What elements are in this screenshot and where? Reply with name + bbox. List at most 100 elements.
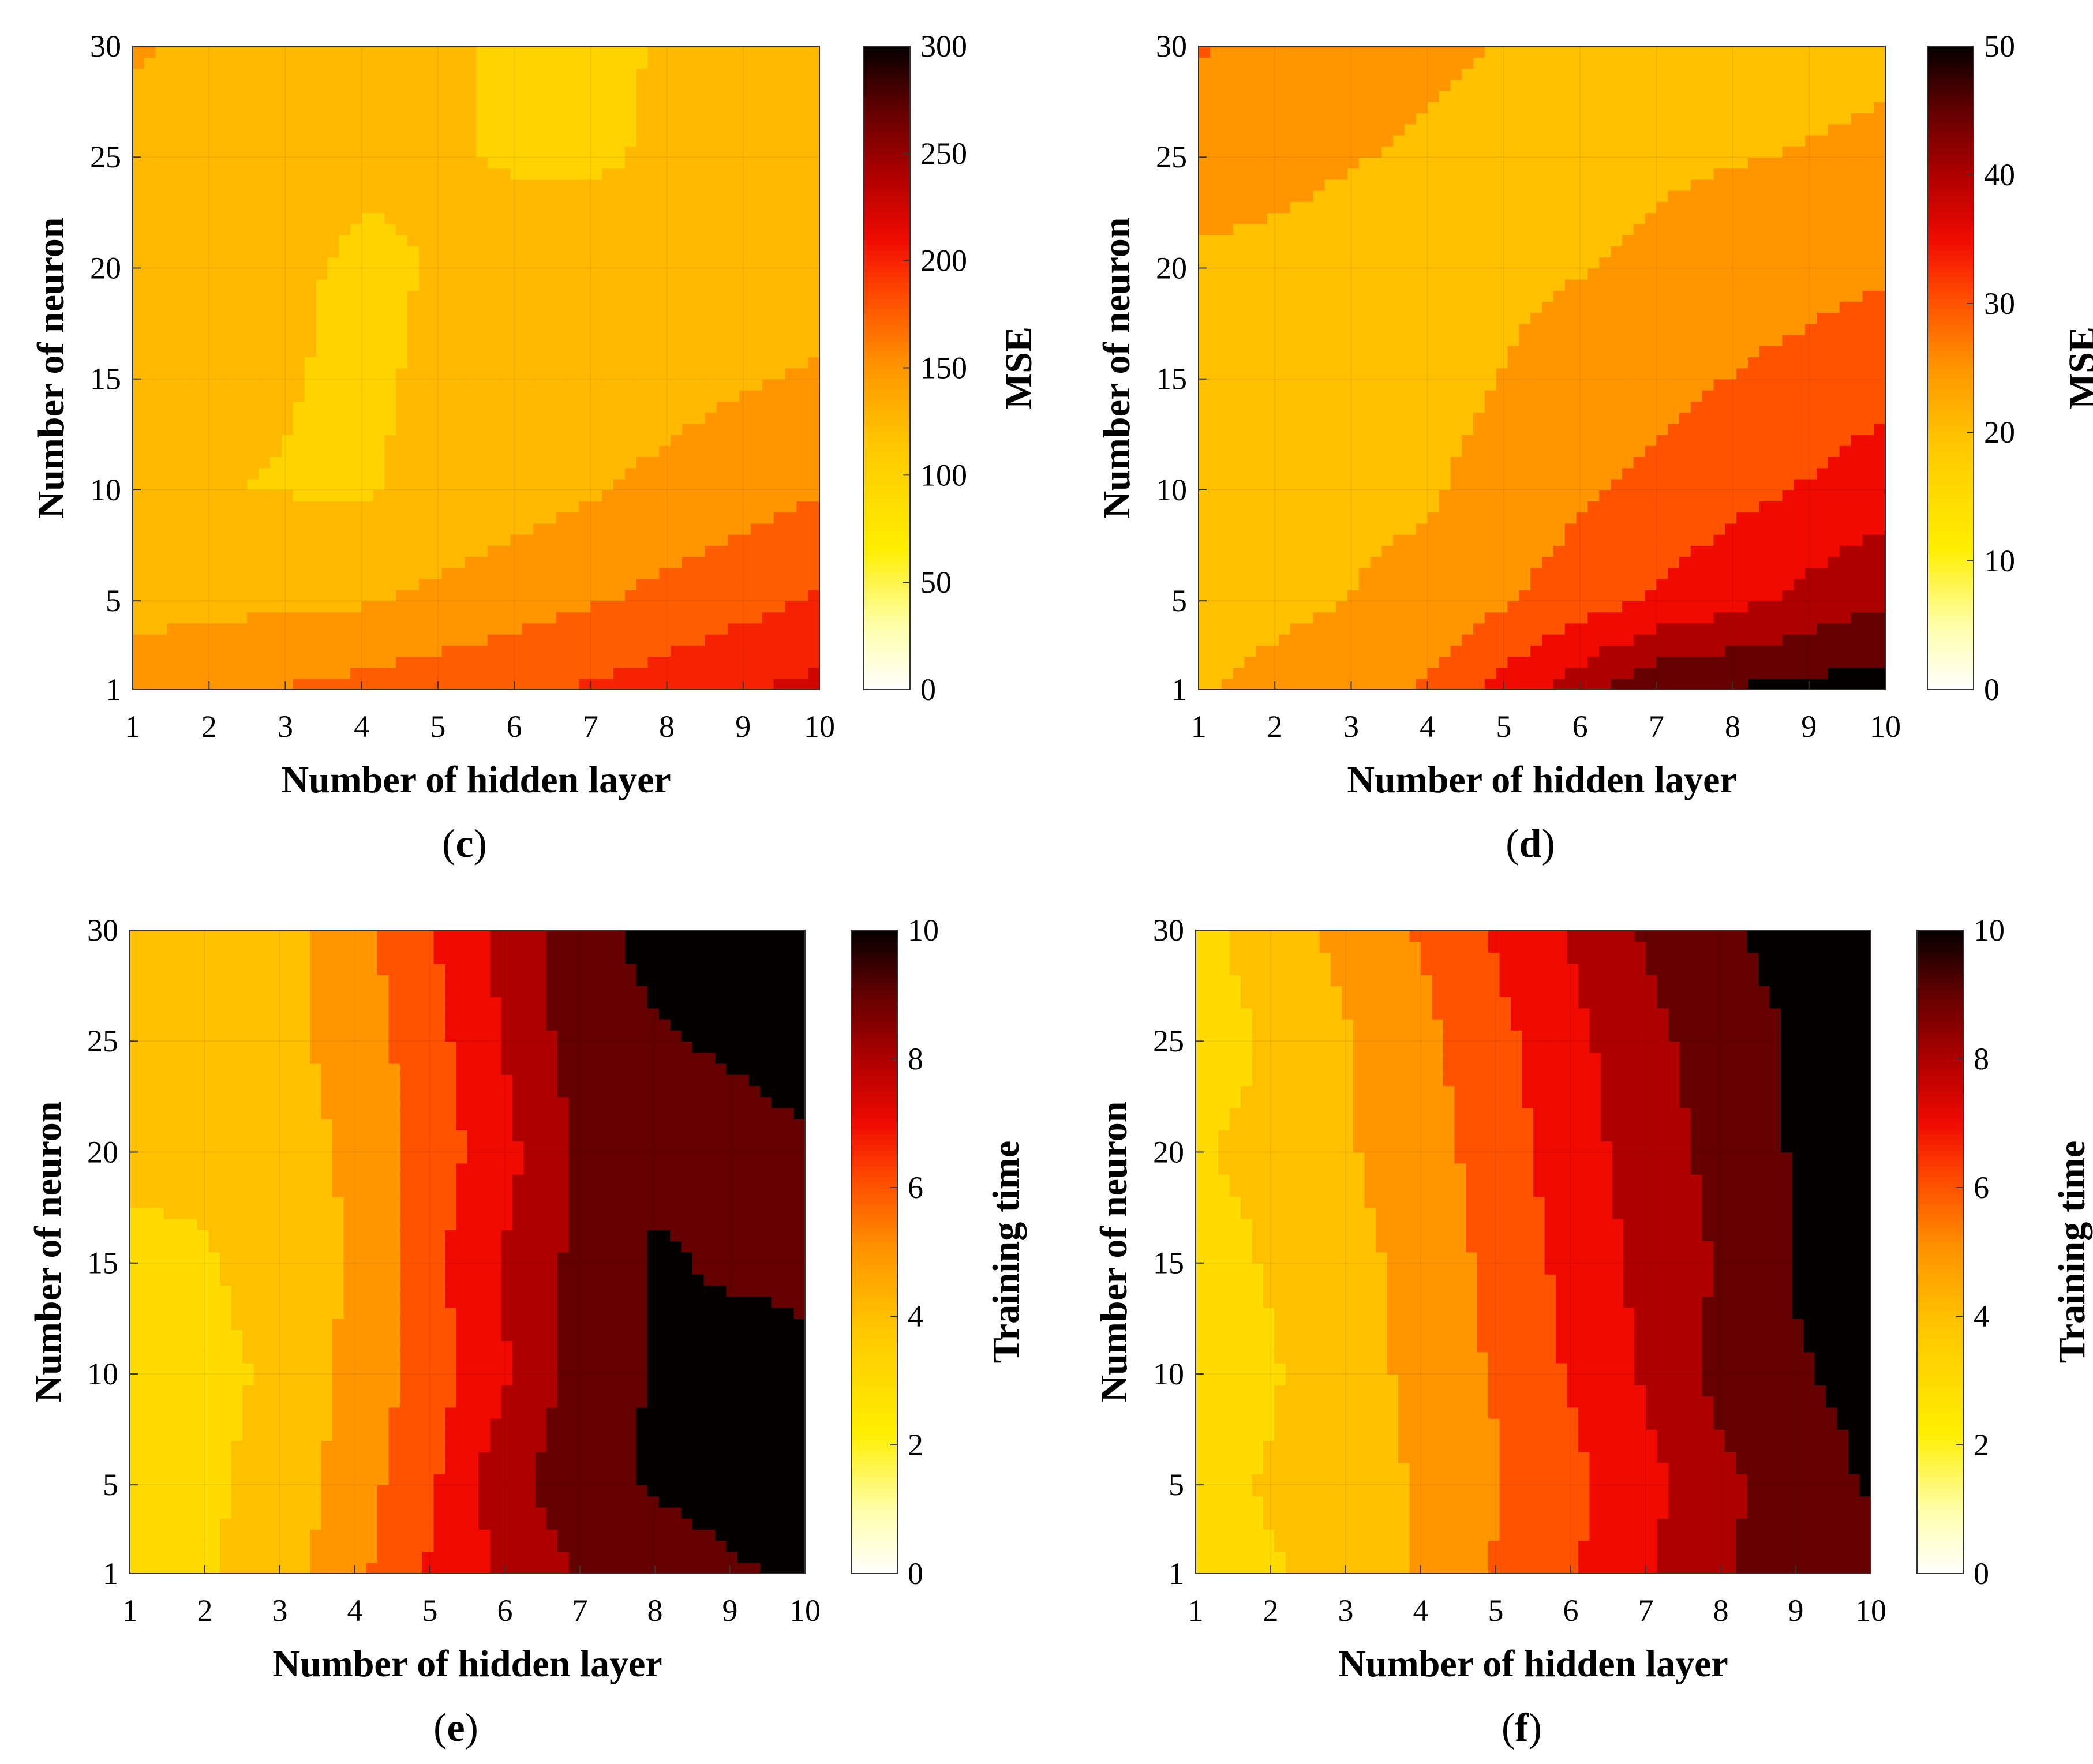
- contour-cell: [522, 79, 534, 91]
- contour-cell: [235, 501, 248, 513]
- contour-cell: [327, 113, 339, 125]
- contour-cell: [1278, 501, 1291, 513]
- contour-cell: [270, 501, 282, 513]
- contour-cell: [430, 523, 443, 535]
- contour-cell: [212, 68, 225, 80]
- contour-cell: [728, 401, 740, 413]
- contour-cell: [1817, 678, 1829, 690]
- contour-cell: [533, 578, 545, 590]
- contour-cell: [1542, 634, 1554, 646]
- contour-cell: [647, 79, 660, 91]
- contour-cell: [773, 656, 786, 668]
- contour-cell: [808, 246, 820, 258]
- contour-cell: [1233, 523, 1245, 535]
- contour-cell: [773, 401, 786, 413]
- contour-cell: [1748, 523, 1760, 535]
- contour-cell: [144, 212, 156, 224]
- contour-cell: [1839, 445, 1852, 458]
- contour-cell: [373, 212, 385, 224]
- contour-cell: [281, 534, 294, 546]
- contour-cell: [624, 68, 637, 80]
- contour-cell: [510, 467, 523, 480]
- contour-cell: [373, 346, 385, 358]
- contour-cell: [1199, 456, 1211, 469]
- contour-cell: [212, 379, 225, 391]
- contour-cell: [808, 556, 820, 568]
- contour-cell: [1336, 656, 1348, 668]
- contour-cell: [682, 79, 694, 91]
- contour-cell: [510, 523, 523, 535]
- contour-cell: [167, 478, 179, 490]
- contour-cell: [201, 90, 214, 102]
- contour-cell: [259, 556, 271, 568]
- contour-cell: [636, 578, 649, 590]
- contour-cell: [1611, 445, 1623, 458]
- contour-cell: [453, 68, 465, 80]
- contour-cell: [441, 534, 454, 546]
- contour-cell: [1564, 478, 1577, 490]
- contour-cell: [773, 190, 786, 202]
- contour-cell: [1381, 478, 1394, 490]
- contour-cell: [281, 301, 294, 313]
- contour-cell: [304, 534, 317, 546]
- contour-cell: [304, 134, 317, 147]
- contour-cell: [304, 612, 317, 624]
- contour-cell: [1199, 523, 1211, 535]
- contour-cell: [1622, 601, 1634, 613]
- contour-cell: [247, 379, 259, 391]
- contour-cell: [579, 667, 591, 679]
- contour-cell: [487, 257, 500, 269]
- contour-cell: [739, 623, 751, 635]
- contour-cell: [647, 489, 660, 501]
- contour-cell: [636, 667, 649, 679]
- contour-cell: [1290, 534, 1302, 546]
- contour-cell: [361, 379, 374, 391]
- contour-cell: [1759, 489, 1772, 501]
- colorbar-segment: [864, 84, 910, 90]
- contour-cell: [533, 389, 545, 402]
- contour-cell: [1851, 634, 1863, 646]
- contour-cell: [785, 456, 797, 469]
- contour-cell: [430, 323, 443, 335]
- contour-cell: [476, 589, 488, 601]
- contour-cell: [785, 523, 797, 535]
- contour-cell: [281, 323, 294, 335]
- contour-cell: [1817, 656, 1829, 668]
- contour-cell: [235, 523, 248, 535]
- contour-cell: [1358, 456, 1371, 469]
- contour-cell: [613, 645, 626, 657]
- contour-cell: [339, 379, 351, 391]
- contour-cell: [1210, 612, 1222, 624]
- contour-cell: [304, 223, 317, 235]
- contour-cell: [705, 290, 717, 302]
- contour-cell: [705, 368, 717, 380]
- contour-cell: [659, 113, 671, 125]
- colorbar-segment: [864, 609, 910, 615]
- contour-cell: [590, 68, 602, 80]
- contour-cell: [590, 46, 602, 58]
- contour-cell: [785, 656, 797, 668]
- contour-cell: [1336, 612, 1348, 624]
- contour-cell: [476, 578, 488, 590]
- contour-cell: [270, 234, 282, 246]
- contour-cell: [1484, 567, 1497, 579]
- contour-cell: [327, 346, 339, 358]
- contour-cell: [773, 102, 786, 114]
- contour-cell: [453, 168, 465, 180]
- contour-cell: [487, 190, 500, 202]
- contour-cell: [545, 279, 557, 291]
- contour-cell: [224, 645, 237, 657]
- contour-cell: [556, 512, 568, 524]
- contour-cell: [796, 234, 808, 246]
- contour-cell: [304, 146, 317, 158]
- contour-cell: [339, 312, 351, 324]
- contour-cell: [796, 445, 808, 458]
- contour-cell: [556, 678, 568, 690]
- contour-cell: [293, 456, 305, 469]
- contour-cell: [1278, 645, 1291, 657]
- contour-cell: [624, 346, 637, 358]
- contour-cell: [556, 301, 568, 313]
- contour-cell: [224, 489, 237, 501]
- contour-cell: [522, 234, 534, 246]
- contour-cell: [1290, 523, 1302, 535]
